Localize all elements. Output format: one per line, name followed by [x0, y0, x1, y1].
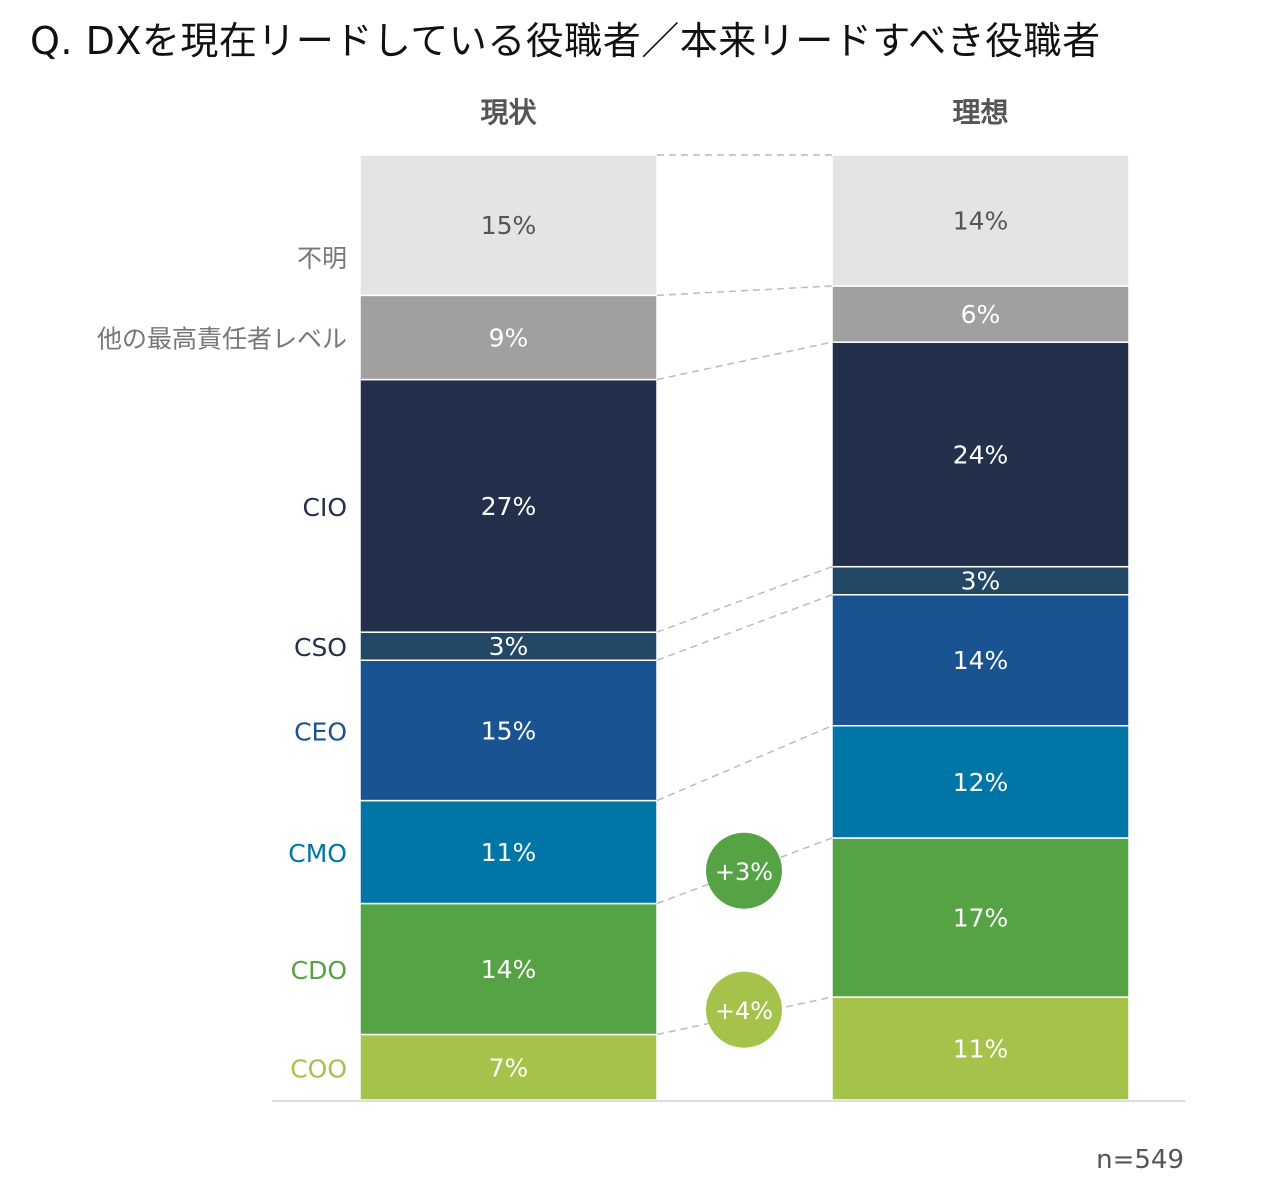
connector-line	[656, 565, 833, 633]
series-label: COO	[290, 1054, 347, 1083]
data-label: 14%	[953, 646, 1009, 675]
bar-segment-CIO	[831, 341, 1130, 568]
change-bubble	[706, 832, 782, 909]
data-label: 12%	[953, 768, 1009, 797]
bar-segment-他の最高責任者レベル	[831, 285, 1130, 343]
data-label: 15%	[481, 716, 537, 745]
bar-segment-CEO	[831, 594, 1130, 727]
bar-segment-COO	[359, 1033, 658, 1101]
bar-segment-CIO	[359, 378, 658, 633]
change-label: +3%	[715, 858, 773, 886]
series-label: 他の最高責任者レベル	[97, 324, 347, 353]
data-label: 14%	[953, 206, 1009, 235]
connector-line	[656, 341, 833, 381]
bar-segment-CSO	[831, 565, 1130, 596]
change-bubble	[706, 971, 782, 1048]
data-label: 24%	[953, 440, 1009, 469]
series-label: CEO	[294, 717, 347, 746]
data-label: 7%	[489, 1053, 529, 1082]
data-label: 6%	[961, 300, 1001, 329]
series-label: 不明	[297, 244, 347, 273]
data-label: 27%	[481, 492, 537, 521]
bar-segment-COO	[831, 996, 1130, 1101]
data-label: 17%	[953, 904, 1009, 933]
bar-segment-CMO	[359, 799, 658, 905]
data-label: 11%	[953, 1035, 1009, 1064]
connector-line	[656, 285, 833, 297]
series-label: CDO	[291, 956, 347, 985]
sample-size-note: n=549	[1096, 1145, 1184, 1175]
category-label: 理想	[952, 96, 1008, 129]
series-label: CMO	[288, 839, 347, 868]
data-label: 14%	[481, 955, 537, 984]
series-label: CSO	[294, 633, 347, 662]
data-label: 9%	[489, 323, 529, 352]
data-label: 11%	[481, 838, 537, 867]
bar-segment-不明	[831, 154, 1130, 287]
data-label: 15%	[481, 211, 537, 240]
bar-segment-不明	[359, 154, 658, 297]
series-label: CIO	[302, 493, 347, 522]
connector-line	[656, 725, 833, 802]
change-label: +4%	[715, 997, 773, 1025]
bar-segment-CEO	[359, 659, 658, 802]
data-label: 3%	[961, 567, 1001, 596]
data-label: 3%	[489, 632, 529, 661]
chart-title: Q. DXを現在リードしている役職者／本来リードすべき役職者	[30, 19, 1101, 63]
bar-segment-他の最高責任者レベル	[359, 294, 658, 381]
connector-line	[656, 594, 833, 661]
bar-segment-CMO	[831, 724, 1130, 839]
category-label: 現状	[480, 96, 537, 129]
bar-segment-CDO	[831, 837, 1130, 998]
